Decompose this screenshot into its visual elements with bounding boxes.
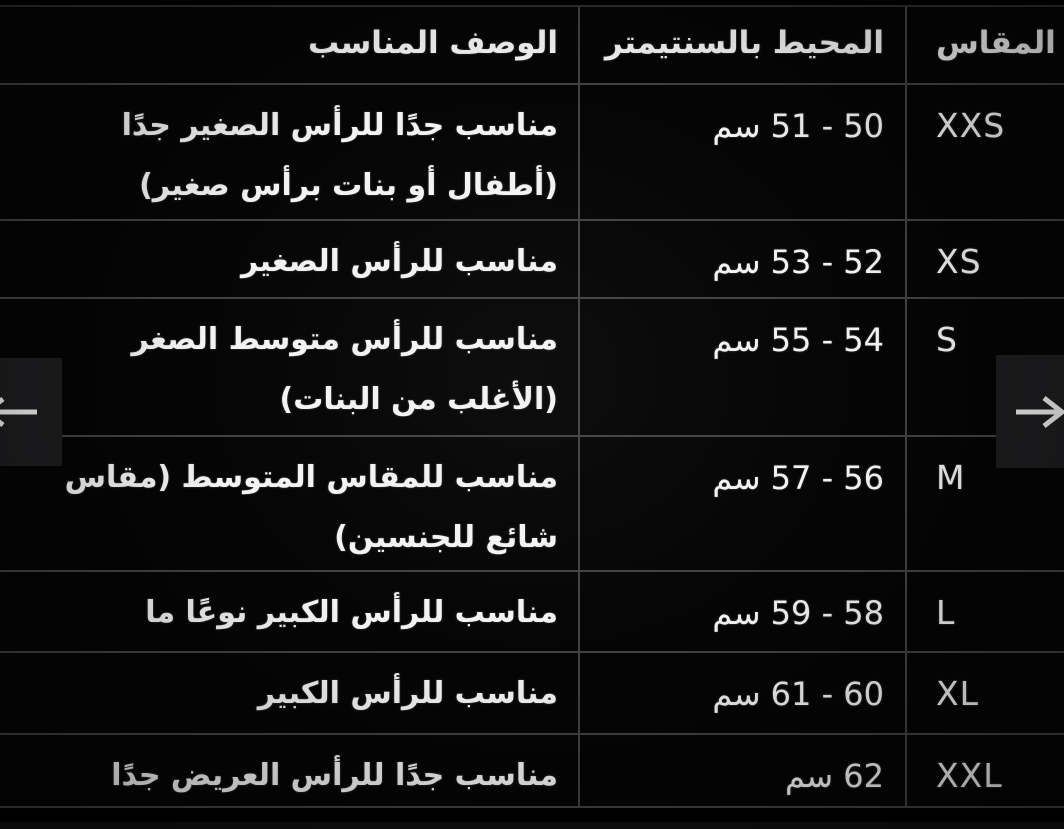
description-cell: مناسب للمقاس المتوسط (مقاس شائع للجنسين) — [64, 460, 558, 555]
description-cell: مناسب للرأس الكبير — [257, 676, 558, 711]
table-body: XXS 50 - 51 سم مناسب جدًا للرأس الصغير ج… — [0, 85, 1064, 808]
table-row: M 56 - 57 سم مناسب للمقاس المتوسط (مقاس … — [0, 437, 1064, 572]
description-cell: مناسب جدًا للرأس الصغير جدًا (أطفال أو ب… — [121, 108, 558, 203]
table-row: XL 60 - 61 سم مناسب للرأس الكبير — [0, 653, 1064, 735]
size-cell: L — [905, 572, 1064, 651]
size-chart-table: المقاس المحيط بالسنتيمتر الوصف المناسب X… — [0, 5, 1064, 808]
header-size: المقاس — [905, 7, 1064, 83]
circumference-cell: 56 - 57 سم — [578, 437, 905, 570]
scroll-right-button[interactable] — [996, 355, 1064, 468]
table-row: XS 52 - 53 سم مناسب للرأس الصغير — [0, 221, 1064, 299]
circumference-cell: 54 - 55 سم — [578, 299, 905, 435]
circumference-cell: 52 - 53 سم — [578, 221, 905, 297]
bottom-strip — [0, 822, 1064, 829]
header-description: الوصف المناسب — [307, 25, 558, 61]
arrow-left-icon — [0, 397, 37, 427]
circumference-cell: 60 - 61 سم — [578, 653, 905, 733]
table-row: XXS 50 - 51 سم مناسب جدًا للرأس الصغير ج… — [0, 85, 1064, 221]
size-cell: XXS — [905, 85, 1064, 219]
size-cell: XXL — [905, 735, 1064, 806]
size-cell: S — [905, 299, 1064, 435]
circumference-cell: 62 سم — [578, 735, 905, 806]
size-cell: M — [905, 437, 1064, 570]
description-cell: مناسب جدًا للرأس العريض جدًا — [111, 758, 558, 793]
arrow-right-icon — [1016, 396, 1064, 428]
size-cell: XL — [905, 653, 1064, 733]
scroll-left-button[interactable] — [0, 358, 62, 466]
description-cell: مناسب للرأس الكبير نوعًا ما — [145, 595, 558, 630]
size-cell: XS — [905, 221, 1064, 297]
table-row: S 54 - 55 سم مناسب للرأس متوسط الصغر (ال… — [0, 299, 1064, 437]
table-header-row: المقاس المحيط بالسنتيمتر الوصف المناسب — [0, 7, 1064, 85]
description-cell: مناسب للرأس متوسط الصغر (الأغلب من البنا… — [131, 322, 559, 417]
header-circumference: المحيط بالسنتيمتر — [578, 7, 905, 83]
circumference-cell: 50 - 51 سم — [578, 85, 905, 219]
description-cell: مناسب للرأس الصغير — [240, 244, 558, 279]
circumference-cell: 58 - 59 سم — [578, 572, 905, 651]
table-row: L 58 - 59 سم مناسب للرأس الكبير نوعًا ما — [0, 572, 1064, 653]
table-row: XXL 62 سم مناسب جدًا للرأس العريض جدًا — [0, 735, 1064, 808]
